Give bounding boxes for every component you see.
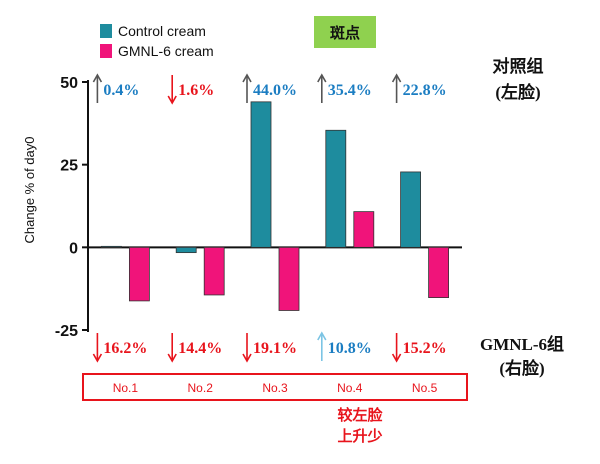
y-axis-label: Change % of day0 (22, 137, 37, 244)
bar-control (400, 171, 422, 248)
y-tick-label: 50 (60, 75, 78, 92)
gmnl-arrow-head (92, 353, 103, 363)
legend: Control cream GMNL-6 cream (100, 23, 214, 59)
bar-gmnl (278, 246, 300, 311)
control-group-label: 对照组 (493, 56, 544, 76)
category-label: No.1 (113, 381, 139, 395)
bar-gmnl (353, 211, 375, 248)
gmnl-change-label: 14.4% (178, 340, 222, 357)
gmnl-arrow-head (242, 353, 252, 363)
control-side-label: (左脸) (495, 82, 540, 102)
title-badge (314, 16, 376, 48)
gmnl-change-label: 15.2% (403, 340, 447, 357)
category-label: No.2 (188, 381, 214, 395)
y-tick-label: 25 (60, 158, 78, 175)
control-change-label: 1.6% (178, 82, 214, 99)
gmnl-arrow-head (167, 353, 177, 363)
control-arrow-head (167, 95, 177, 105)
gmnl-change-label: 16.2% (103, 340, 147, 357)
category-label: No.4 (337, 381, 363, 395)
category-label: No.5 (412, 381, 438, 395)
note-line-2: 上升少 (337, 427, 382, 445)
control-change-label: 35.4% (328, 82, 372, 99)
y-tick-label: 0 (69, 240, 78, 257)
bar-control (250, 101, 272, 248)
legend-swatch-control (100, 24, 112, 38)
gmnl-side-label: (右脸) (499, 358, 544, 378)
bar-control (101, 245, 122, 248)
bar-gmnl (428, 246, 450, 298)
gmnl-change-label: 10.8% (328, 340, 372, 357)
plot-area: -25 0 25 50 No.1 0.4% 16.2% No.2 1.6% 14.4% No.3 44… (55, 73, 462, 395)
control-change-label: 22.8% (403, 82, 447, 99)
control-arrow-head (391, 73, 402, 83)
category-label: No.3 (262, 381, 288, 395)
control-arrow-head (242, 73, 252, 83)
gmnl-arrow-head (317, 331, 327, 341)
bar-control (175, 246, 197, 254)
chart-title: 斑点 (330, 24, 360, 42)
bar-control (325, 129, 347, 248)
control-change-label: 44.0% (253, 82, 297, 99)
y-tick-label: -25 (55, 323, 78, 340)
gmnl-arrow-head (391, 353, 402, 363)
gmnl-change-label: 19.1% (253, 340, 297, 357)
control-arrow-head (92, 73, 103, 83)
note-line-1: 较左脸 (337, 406, 383, 424)
bar-gmnl (128, 246, 150, 302)
legend-swatch-gmnl (100, 44, 112, 58)
legend-label-control: Control cream (118, 23, 206, 39)
category-box (82, 373, 468, 401)
control-change-label: 0.4% (103, 82, 139, 99)
legend-label-gmnl: GMNL-6 cream (118, 43, 214, 59)
bar-gmnl (203, 246, 225, 296)
control-arrow-head (317, 73, 327, 83)
gmnl-group-label: GMNL-6组 (480, 334, 564, 354)
